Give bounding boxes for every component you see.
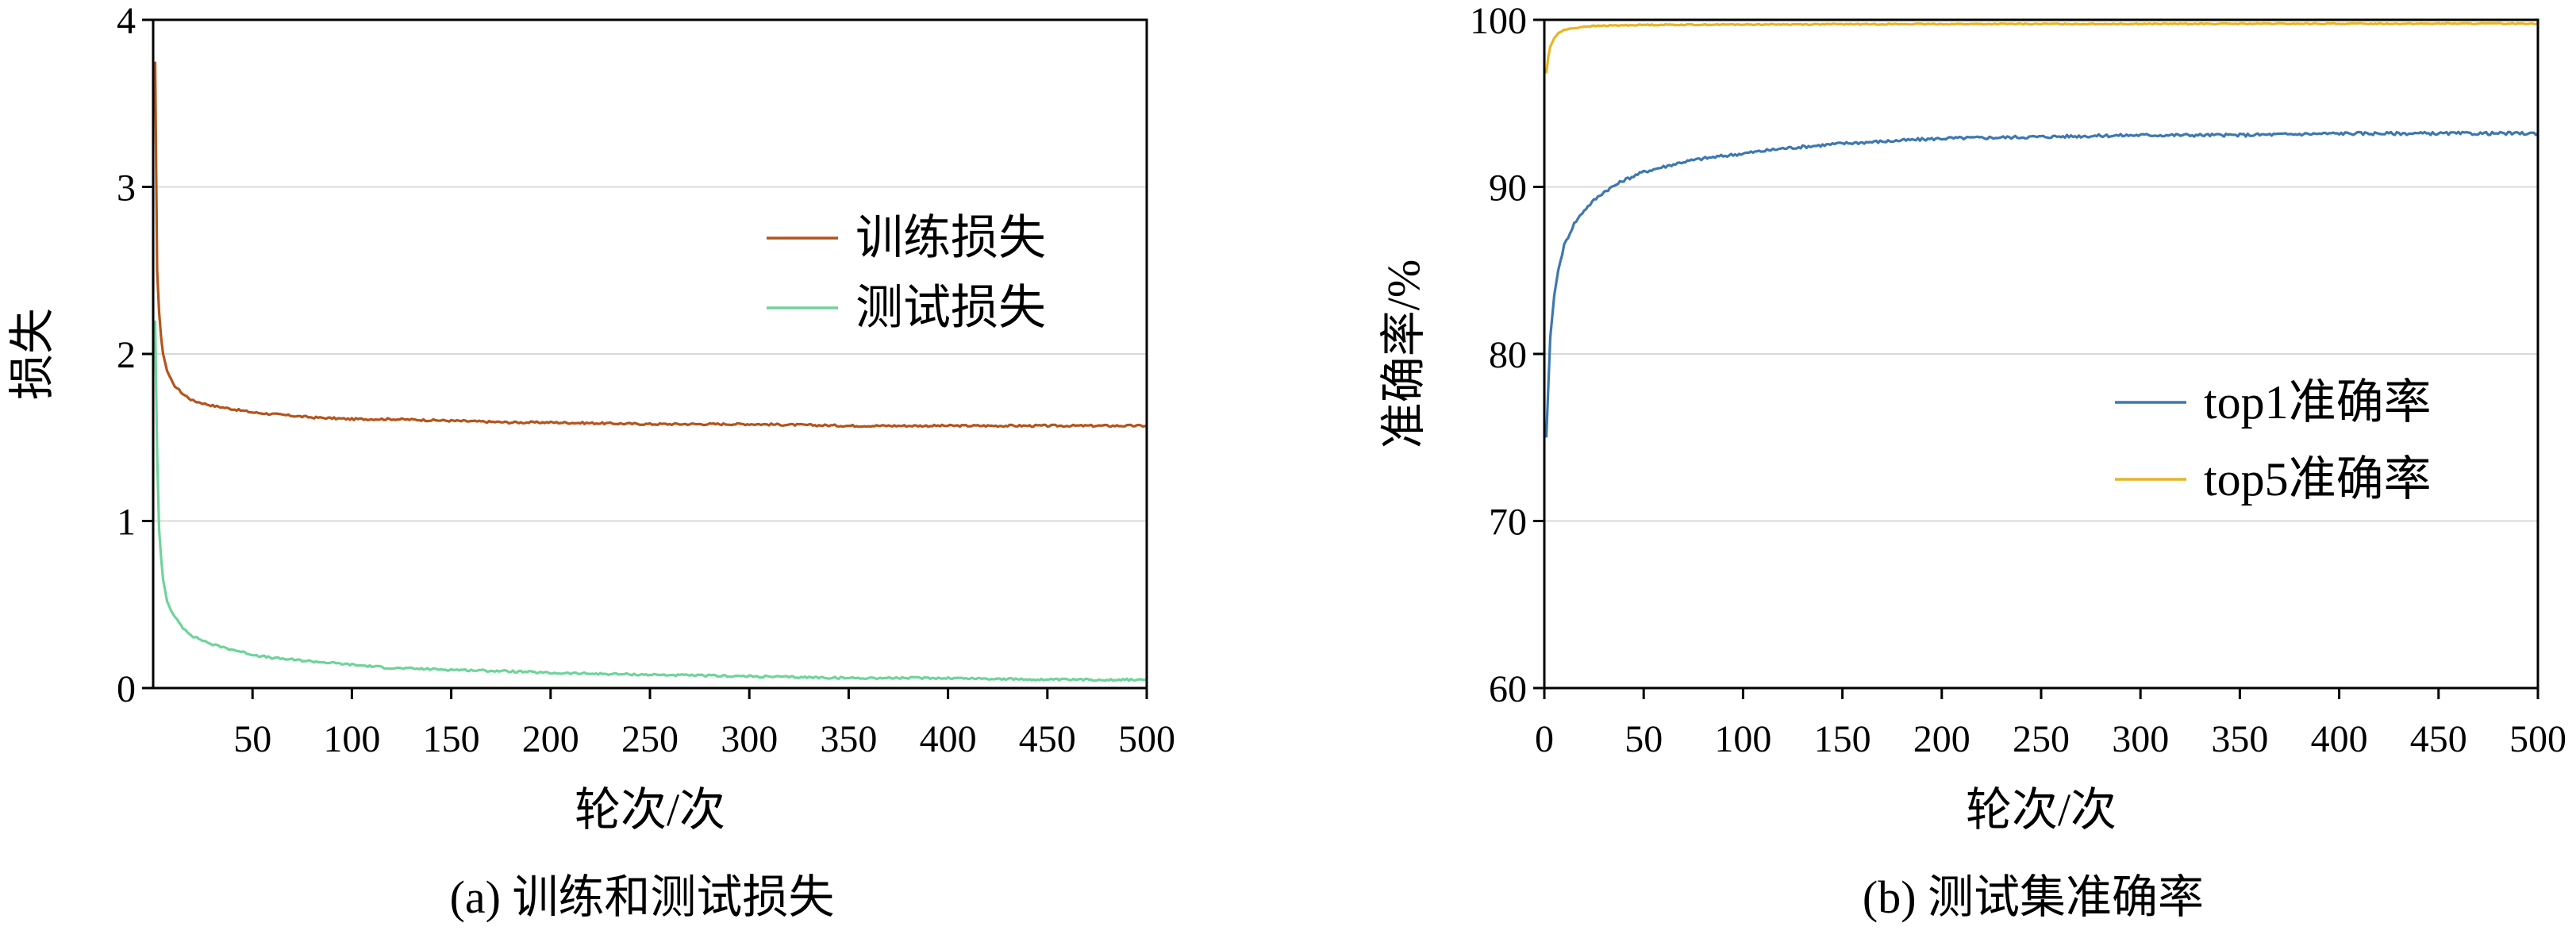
x-tick-label: 350 — [820, 718, 877, 760]
x-tick-label: 0 — [1535, 718, 1554, 760]
x-tick-label: 400 — [2311, 718, 2368, 760]
accuracy-chart-panel: 60 70 80 90 100 0 50 100 150 200 250 300 350 400 450 50… — [1378, 0, 2566, 923]
x-tick-label: 500 — [1118, 718, 1175, 760]
y-tick-label: 60 — [1489, 668, 1527, 710]
x-tick-label: 50 — [1624, 718, 1663, 760]
x-tick-label: 150 — [1814, 718, 1871, 760]
y-tick-label: 90 — [1489, 167, 1527, 210]
x-tick-label: 350 — [2211, 718, 2268, 760]
x-tick-label: 450 — [2410, 718, 2467, 760]
chart-caption: (b) 测试集准确率 — [1863, 871, 2204, 923]
x-tick-label: 300 — [721, 718, 778, 760]
x-axis-label: 轮次/次 — [575, 784, 725, 836]
x-tick-label: 100 — [323, 718, 380, 760]
x-tick-label: 500 — [2509, 718, 2566, 760]
x-tick-label: 200 — [522, 718, 579, 760]
y-tick-label: 70 — [1489, 502, 1527, 544]
series-line-2 — [153, 320, 1148, 682]
legend-label-1: top1准确率 — [2204, 376, 2432, 429]
x-tick-label: 100 — [1714, 718, 1771, 760]
y-tick-label: 2 — [117, 334, 136, 376]
y-tick-label: 80 — [1489, 334, 1527, 376]
y-tick-label: 100 — [1470, 0, 1527, 42]
series-line-2 — [1544, 21, 2539, 74]
y-tick-label: 1 — [117, 502, 136, 544]
series-line-1 — [153, 61, 1148, 429]
series-line-1 — [1544, 130, 2539, 438]
x-tick-label: 250 — [2013, 718, 2070, 760]
x-axis-label: 轮次/次 — [1966, 784, 2117, 836]
x-tick-label: 300 — [2112, 718, 2169, 760]
x-tick-label: 250 — [621, 718, 679, 760]
x-tick-label: 450 — [1019, 718, 1076, 760]
x-tick-label: 200 — [1913, 718, 1970, 760]
y-axis-label: 损失 — [6, 308, 58, 400]
y-tick-label: 4 — [117, 0, 136, 42]
x-tick-label: 50 — [233, 718, 271, 760]
y-tick-label: 3 — [117, 167, 136, 210]
y-tick-label: 0 — [117, 668, 136, 710]
y-axis-label: 准确率/% — [1378, 260, 1429, 448]
x-tick-label: 150 — [423, 718, 480, 760]
legend-label-2: top5准确率 — [2204, 453, 2432, 506]
chart-caption: (a) 训练和测试损失 — [450, 871, 835, 923]
x-tick-label: 400 — [920, 718, 977, 760]
legend-label-1: 训练损失 — [855, 212, 1046, 264]
legend-label-2: 测试损失 — [855, 282, 1046, 334]
